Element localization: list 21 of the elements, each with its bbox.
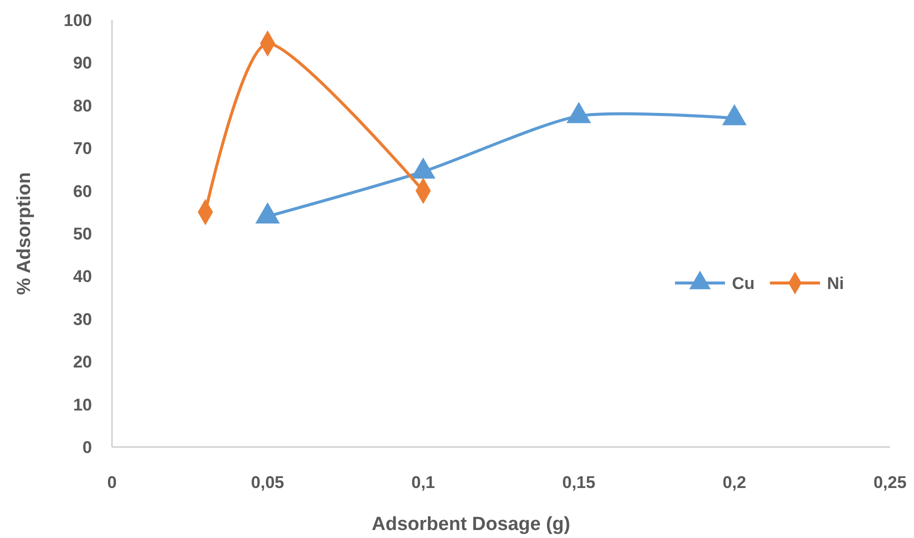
y-tick-label: 80 — [73, 96, 92, 116]
y-tick-label: 60 — [73, 182, 92, 201]
x-tick-label: 0,15 — [562, 472, 596, 492]
y-tick-label: 70 — [73, 139, 92, 158]
y-tick-label: 50 — [73, 224, 92, 244]
x-tick-label: 0,1 — [411, 472, 436, 492]
y-axis-title: % Adsorption — [14, 172, 35, 295]
y-tick-label: 100 — [64, 10, 92, 30]
x-tick-label: 0 — [107, 472, 117, 492]
y-tick-label: 90 — [73, 54, 92, 73]
y-tick-label: 20 — [73, 352, 92, 372]
x-tick-label: 0,25 — [873, 472, 907, 492]
y-tick-label: 0 — [82, 438, 92, 457]
legend-label: Cu — [732, 274, 755, 293]
legend-label: Ni — [827, 274, 844, 293]
y-tick-label: 40 — [73, 267, 92, 286]
y-tick-label: 30 — [73, 310, 92, 329]
x-axis-title: Adsorbent Dosage (g) — [372, 514, 570, 535]
x-tick-label: 0,05 — [251, 472, 284, 492]
y-tick-label: 10 — [73, 395, 92, 414]
x-tick-label: 0,2 — [722, 472, 746, 492]
